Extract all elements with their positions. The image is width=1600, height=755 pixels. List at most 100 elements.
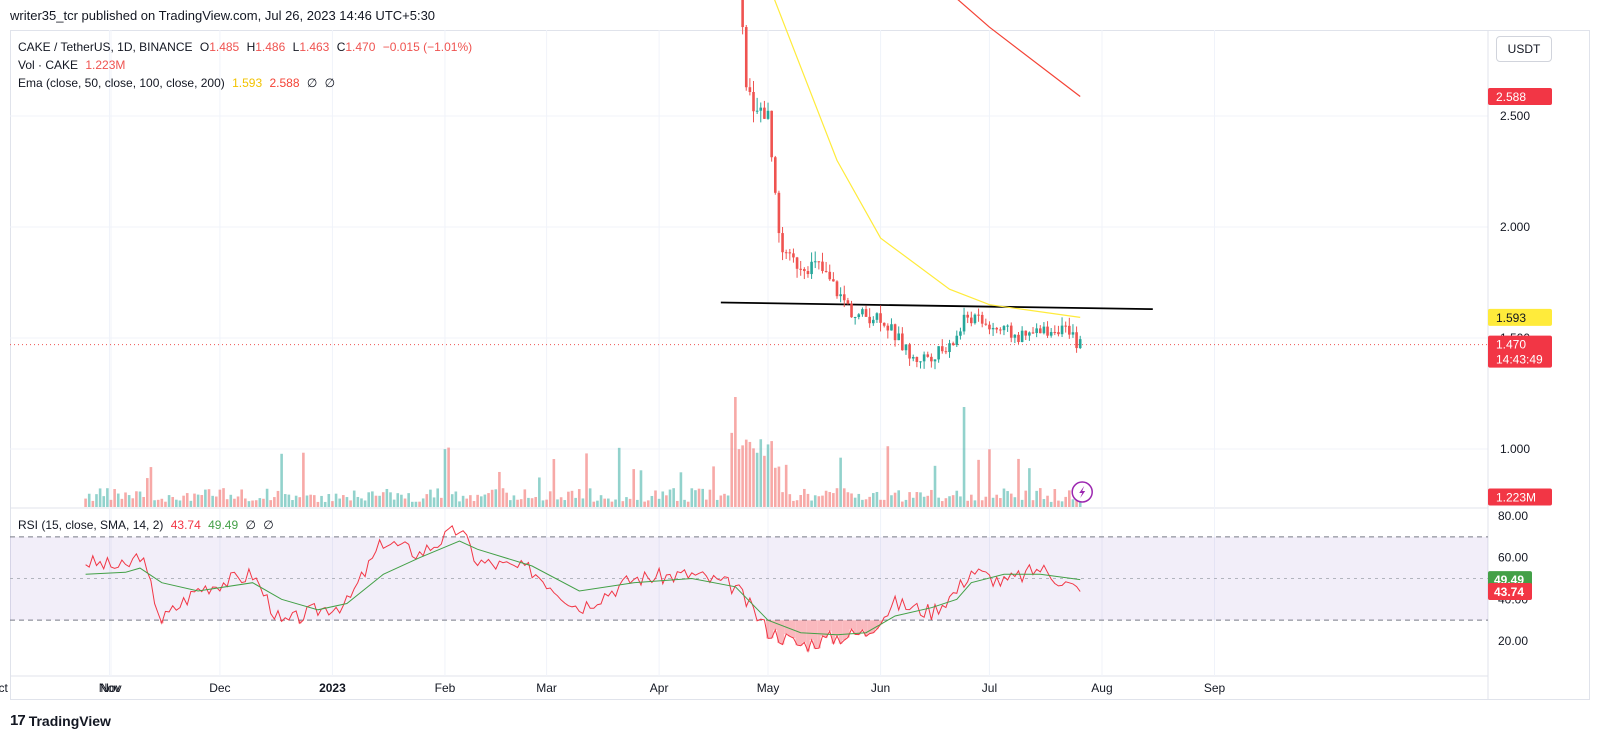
- candle-body: [828, 271, 832, 280]
- candle-body: [817, 261, 821, 263]
- rsi-band-fill: [10, 536, 1488, 621]
- open-label: O: [199, 40, 210, 54]
- candle-body: [991, 327, 995, 330]
- volume-bar: [872, 493, 875, 507]
- candle-body: [1042, 326, 1046, 334]
- volume-bar: [291, 500, 294, 507]
- volume-bar: [643, 501, 646, 507]
- volume-bar: [193, 493, 196, 507]
- volume-bar: [425, 494, 429, 507]
- volume-bar: [334, 493, 338, 507]
- candle-body: [1009, 325, 1013, 338]
- volume-bar: [302, 452, 305, 507]
- volume-bar: [726, 495, 730, 507]
- candle-body: [955, 335, 959, 345]
- volume-bar: [607, 498, 610, 507]
- candle-body: [995, 327, 999, 330]
- volume-bar: [813, 495, 817, 507]
- volume-bar: [603, 498, 606, 507]
- candle-body: [1017, 334, 1020, 343]
- volume-bar: [316, 501, 320, 507]
- volume-bar: [646, 500, 650, 507]
- volume-bar: [342, 495, 345, 507]
- volume-bar: [247, 501, 251, 507]
- volume-bar: [839, 457, 842, 507]
- volume-bar: [461, 495, 465, 507]
- volume-bar: [95, 494, 98, 507]
- currency-button[interactable]: USDT: [1496, 36, 1552, 62]
- tradingview-brand[interactable]: 17 TradingView: [10, 712, 111, 729]
- volume-bar: [153, 500, 156, 507]
- candle-body: [766, 110, 770, 119]
- volume-bar: [509, 500, 512, 507]
- volume-bar: [846, 492, 850, 507]
- volume-bar: [697, 488, 701, 507]
- candle-body: [933, 359, 937, 362]
- candle-body: [890, 324, 893, 331]
- volume-bar: [414, 501, 418, 507]
- volume-bar: [970, 494, 973, 507]
- volume-bar: [443, 449, 447, 507]
- volume-bar: [636, 499, 639, 507]
- time-axis-label: Jun: [871, 681, 890, 695]
- volume-bar: [766, 444, 770, 507]
- volume-bar: [959, 496, 962, 507]
- candle-body: [1028, 332, 1031, 336]
- volume-bar: [784, 464, 788, 507]
- volume-bar: [810, 500, 813, 507]
- volume-bar: [948, 496, 951, 507]
- volume-bar: [505, 492, 508, 507]
- volume-bar: [1024, 490, 1028, 507]
- volume-bar: [694, 490, 697, 507]
- horizontal-line: [720, 301, 1153, 311]
- rsi-axis-label: 80.00: [1498, 509, 1528, 523]
- volume-bar: [436, 488, 439, 507]
- volume-bar: [824, 490, 828, 507]
- volume-bar: [781, 492, 784, 507]
- volume-bar: [737, 449, 741, 507]
- volume-bar: [665, 495, 668, 507]
- candle-body: [1038, 328, 1042, 334]
- candle-body: [904, 344, 908, 351]
- volume-bar: [559, 497, 563, 507]
- candle-body: [813, 261, 817, 263]
- volume-bars: [84, 397, 1082, 507]
- volume-bar: [534, 497, 538, 507]
- volume-bar: [1049, 501, 1053, 507]
- time-axis-label: Dec: [209, 681, 230, 695]
- volume-bar: [890, 495, 893, 507]
- volume-bar: [567, 491, 570, 507]
- candle-body: [1075, 332, 1078, 349]
- volume-bar: [312, 495, 316, 507]
- volume-bar: [523, 489, 527, 507]
- tradingview-logo-icon: 17: [10, 712, 26, 729]
- candle-body: [951, 343, 955, 345]
- candle-body: [926, 354, 930, 357]
- price-candles: [741, 0, 1082, 370]
- candle-body: [857, 314, 861, 318]
- low-label: L: [292, 40, 300, 54]
- volume-bar: [788, 494, 792, 507]
- volume-bar: [211, 495, 214, 507]
- volume-bar: [708, 489, 712, 507]
- volume-bar: [995, 494, 999, 507]
- volume-bar: [381, 492, 385, 507]
- volume-bar: [1053, 489, 1057, 507]
- time-axis-label: Feb: [435, 681, 456, 695]
- volume-bar: [672, 488, 675, 507]
- volume-bar: [795, 500, 799, 507]
- volume-bar: [204, 489, 207, 507]
- volume-bar: [835, 488, 839, 507]
- volume-bar: [458, 501, 461, 507]
- time-axis-label: Apr: [650, 681, 669, 695]
- volume-bar: [1042, 499, 1046, 507]
- volume-bar: [1006, 491, 1009, 507]
- volume-bar: [254, 500, 258, 507]
- price-label-bg: [1488, 308, 1552, 326]
- volume-bar: [977, 459, 980, 507]
- grid-lines: [10, 30, 1489, 700]
- candle-body: [1020, 330, 1024, 343]
- price-label: 1.470: [1496, 338, 1526, 352]
- volume-bar: [160, 498, 164, 507]
